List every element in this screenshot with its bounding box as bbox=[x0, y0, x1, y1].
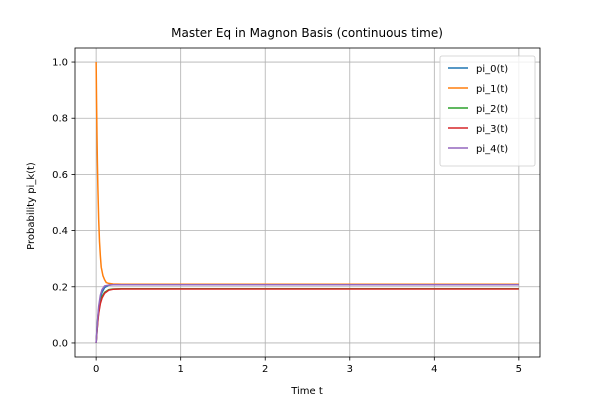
y-axis-label: Probability pi_k(t) bbox=[26, 162, 37, 250]
axes-frame bbox=[74, 47, 541, 358]
y-tick-label: 1.0 bbox=[52, 58, 68, 69]
legend-label-2: pi_2(t) bbox=[476, 104, 508, 115]
x-tick-label: 1 bbox=[177, 364, 183, 375]
legend: pi_0(t) pi_1(t) pi_2(t) pi_3(t) pi_4(t) bbox=[439, 55, 536, 167]
series-lines bbox=[95, 62, 519, 344]
x-axis-ticks: 0 1 2 3 4 5 bbox=[93, 357, 522, 375]
x-tick-label: 0 bbox=[93, 364, 99, 375]
chart-title: Master Eq in Magnon Basis (continuous ti… bbox=[171, 26, 443, 40]
x-tick-label: 4 bbox=[431, 364, 437, 375]
x-tick-label: 3 bbox=[347, 364, 353, 375]
x-axis-label: Time t bbox=[290, 386, 323, 397]
y-tick-label: 0.6 bbox=[52, 170, 68, 181]
legend-box bbox=[439, 55, 536, 167]
series-line-4 bbox=[95, 284, 519, 343]
legend-label-0: pi_0(t) bbox=[476, 64, 508, 75]
legend-label-1: pi_1(t) bbox=[476, 84, 508, 95]
y-tick-label: 0.4 bbox=[52, 226, 68, 237]
x-tick-label: 2 bbox=[262, 364, 268, 375]
y-tick-label: 0.0 bbox=[52, 338, 68, 349]
y-axis-ticks: 0.0 0.2 0.4 0.6 0.8 1.0 bbox=[52, 58, 75, 349]
y-tick-label: 0.8 bbox=[52, 114, 68, 125]
y-tick-label: 0.2 bbox=[52, 282, 68, 293]
x-tick-label: 5 bbox=[516, 364, 522, 375]
legend-label-3: pi_3(t) bbox=[476, 124, 508, 135]
legend-label-4: pi_4(t) bbox=[476, 144, 508, 155]
